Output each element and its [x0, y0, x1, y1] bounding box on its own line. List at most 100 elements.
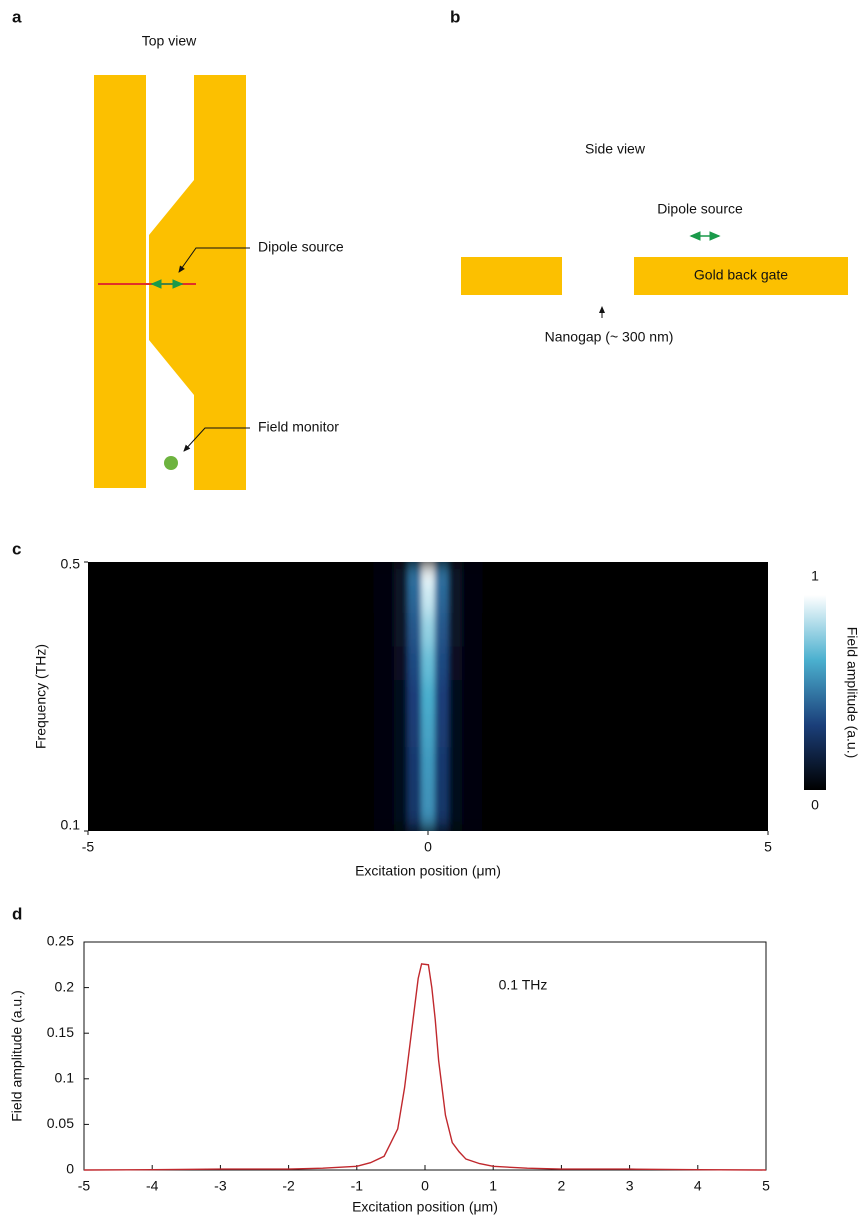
heat-cell	[421, 679, 436, 714]
heat-cell	[434, 780, 449, 815]
x-tick-label: 0	[424, 839, 432, 855]
heat-cell	[448, 612, 463, 647]
panel-title: Side view	[585, 141, 646, 157]
heat-cell	[421, 578, 436, 613]
heat-cell	[421, 780, 436, 815]
data-line	[83, 963, 767, 1171]
y-tick-label: 0.1	[61, 817, 81, 833]
x-tick-label: -1	[351, 1178, 364, 1194]
y-axis-label: Frequency (THz)	[33, 644, 49, 749]
heat-cell	[373, 780, 395, 815]
heat-cell	[407, 612, 422, 647]
heat-cell	[373, 646, 395, 681]
heat-cell	[462, 562, 483, 580]
heat-cell	[326, 612, 375, 647]
heat-cell	[666, 814, 768, 831]
x-tick-label: 5	[762, 1178, 770, 1194]
heat-cell	[462, 713, 483, 748]
heat-cell	[407, 713, 422, 748]
heat-cell	[421, 814, 436, 831]
heat-cell	[434, 679, 449, 714]
heat-cell	[88, 679, 191, 714]
gate	[461, 257, 562, 295]
heat-cell	[394, 780, 409, 815]
colorbar-tick-label: 1	[811, 568, 819, 584]
heat-cell	[434, 612, 449, 647]
heat-cell	[190, 814, 327, 831]
heat-cell	[482, 578, 531, 613]
panel-b: b Side view Dipole source Gold back gate…	[450, 7, 848, 345]
heat-cell	[482, 713, 531, 748]
heat-cell	[666, 780, 768, 815]
heat-cell	[482, 679, 531, 714]
heat-cell	[394, 562, 409, 580]
heat-cell	[326, 646, 375, 681]
x-tick-label: 0	[421, 1178, 429, 1194]
heat-cell	[190, 746, 327, 782]
x-tick-label: -5	[78, 1178, 91, 1194]
heat-cell	[421, 562, 436, 580]
heat-cell	[448, 578, 463, 613]
heat-cell	[448, 814, 463, 831]
heat-cell	[421, 746, 436, 782]
heat-cell	[394, 679, 409, 714]
heat-cell	[326, 780, 375, 815]
heat-cell	[373, 746, 395, 782]
heat-cell	[373, 578, 395, 613]
heat-cell	[530, 578, 667, 613]
heat-cell	[394, 713, 409, 748]
heat-cell	[462, 780, 483, 815]
heat-cell	[190, 578, 327, 613]
heat-cell	[666, 562, 768, 580]
heat-cell	[190, 713, 327, 748]
heat-cell	[482, 612, 531, 647]
heat-cell	[462, 679, 483, 714]
annotation: 0.1 THz	[499, 977, 548, 993]
heat-cell	[190, 780, 327, 815]
colorbar-tick-label: 0	[811, 797, 819, 813]
heat-cell	[394, 746, 409, 782]
heat-cell	[88, 746, 191, 782]
x-tick-label: 4	[694, 1178, 702, 1194]
heat-cell	[462, 746, 483, 782]
y-tick-label: 0.1	[55, 1070, 75, 1086]
heat-cell	[326, 562, 375, 580]
x-axis-label: Excitation position (μm)	[352, 1199, 498, 1215]
heat-cell	[326, 578, 375, 613]
heat-cell	[190, 679, 327, 714]
heat-cell	[462, 612, 483, 647]
heat-cell	[666, 578, 768, 613]
panel-title: Top view	[142, 33, 197, 49]
heat-cell	[407, 562, 422, 580]
heat-cell	[88, 612, 191, 647]
heat-cell	[666, 679, 768, 714]
heat-cell	[326, 746, 375, 782]
panel-letter: a	[12, 7, 22, 26]
heat-cell	[666, 612, 768, 647]
heat-cell	[373, 713, 395, 748]
heat-cell	[448, 780, 463, 815]
panel-a: a Top view Dipole source Field monitor	[12, 7, 344, 490]
heat-cell	[394, 612, 409, 647]
heat-cell	[462, 814, 483, 831]
heat-cell	[482, 780, 531, 815]
heat-cell	[482, 814, 531, 831]
heat-cell	[434, 713, 449, 748]
y-tick-label: 0	[66, 1161, 74, 1177]
heat-cell	[407, 780, 422, 815]
y-tick-label: 0.2	[55, 978, 75, 994]
y-tick-label: 0.25	[47, 933, 74, 949]
heat-cell	[666, 646, 768, 681]
heat-cell	[373, 562, 395, 580]
heat-cell	[530, 612, 667, 647]
x-tick-label: -5	[82, 839, 95, 855]
heat-cell	[373, 679, 395, 714]
y-tick-label: 0.15	[47, 1024, 74, 1040]
colorbar	[804, 595, 826, 790]
heat-cell	[373, 814, 395, 831]
heat-cell	[421, 646, 436, 681]
heat-cell	[326, 713, 375, 748]
panel-letter: b	[450, 7, 460, 26]
heat-cell	[190, 646, 327, 681]
heat-cell	[434, 562, 449, 580]
